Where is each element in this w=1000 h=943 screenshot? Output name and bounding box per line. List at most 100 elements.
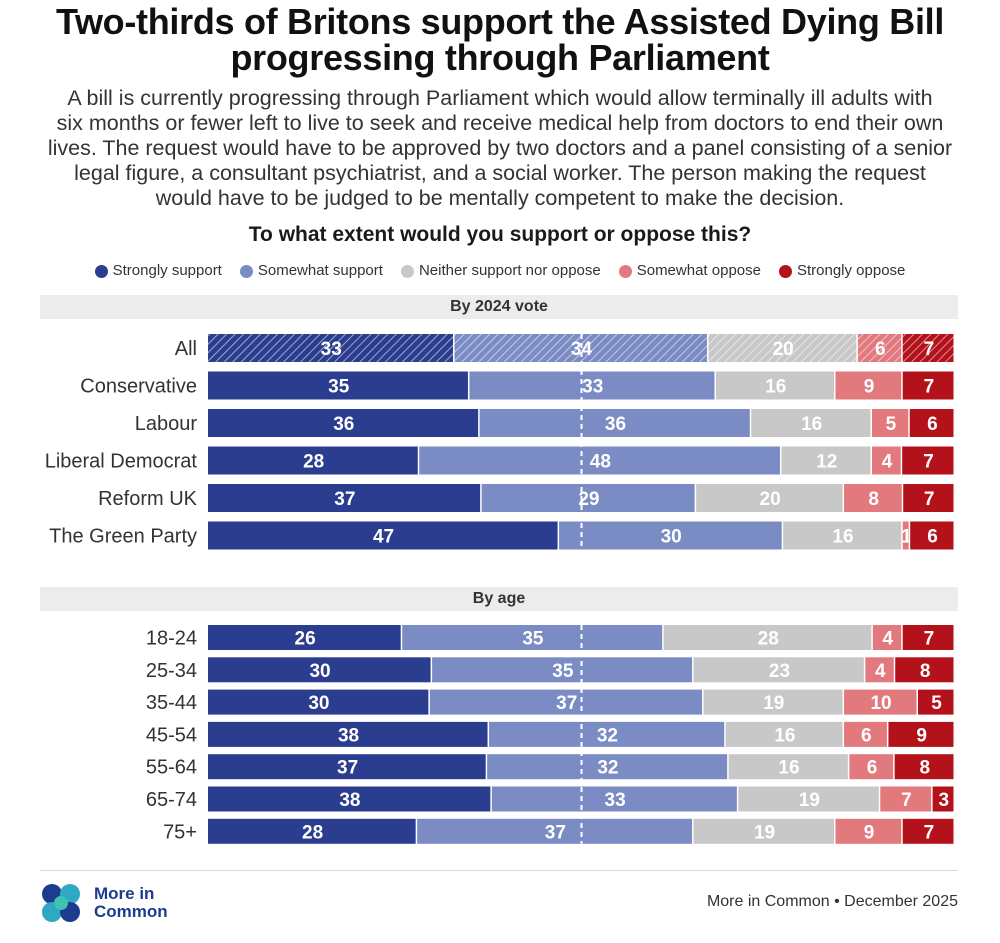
more-in-common-logo-icon (42, 884, 80, 922)
bar-25-34-somewhat-support (432, 657, 693, 683)
bar-liberal-democrat-strongly-support (208, 446, 418, 475)
data-label-75-somewhat-oppose: 9 (864, 822, 875, 843)
data-label-liberal-democrat-somewhat-oppose: 4 (882, 452, 893, 473)
bar-25-34-somewhat-oppose (865, 657, 894, 683)
bar-65-74-somewhat-support (491, 786, 737, 812)
legend-dot-strongly-oppose (778, 264, 792, 278)
data-label-75-strongly-oppose: 7 (924, 822, 935, 843)
bar-35-44-somewhat-oppose (844, 689, 917, 715)
legend-dot-neither (400, 264, 414, 278)
data-label-reform-uk-somewhat-oppose: 8 (868, 489, 879, 510)
bar-conservative-somewhat-support (469, 371, 715, 400)
data-label-reform-uk-strongly-oppose: 7 (924, 489, 935, 510)
data-label-25-34-strongly-support: 30 (309, 661, 330, 682)
data-label-55-64-neither-support-nor-oppose: 16 (778, 758, 799, 779)
data-label-all-somewhat-support: 34 (571, 339, 593, 360)
bar-the-green-party-somewhat-oppose (902, 521, 909, 550)
data-label-35-44-somewhat-oppose: 10 (870, 693, 891, 714)
chart-title: Two-thirds of Britons support the Assist… (0, 4, 1000, 76)
legend-dot-somewhat-oppose (618, 264, 632, 278)
bar-75-strongly-oppose (902, 818, 954, 844)
bar-55-64-somewhat-support (487, 754, 728, 780)
data-label-25-34-somewhat-support: 35 (552, 661, 574, 682)
data-label-55-64-somewhat-support: 32 (597, 758, 618, 779)
bar-18-24-somewhat-oppose (872, 625, 902, 650)
legend-label-somewhat-support: Somewhat support (257, 262, 383, 279)
bar-65-74-strongly-support (208, 786, 491, 812)
bar-labour-somewhat-oppose (872, 409, 909, 437)
data-label-35-44-strongly-support: 30 (308, 693, 329, 714)
bar-18-24-neither-support-nor-oppose (663, 625, 872, 650)
data-label-18-24-neither-support-nor-oppose: 28 (758, 629, 779, 650)
data-label-liberal-democrat-strongly-support: 28 (303, 452, 324, 473)
subtitle-line-1: A bill is currently progressing through … (67, 86, 933, 110)
data-label-the-green-party-neither-support-nor-oppose: 16 (832, 527, 853, 548)
logo: More in Common (40, 882, 168, 924)
legend-item-strongly-oppose: Strongly oppose (778, 260, 905, 282)
data-label-35-44-neither-support-nor-oppose: 19 (763, 693, 784, 714)
data-label-65-74-somewhat-support: 33 (605, 790, 626, 811)
bar-65-74-neither-support-nor-oppose (738, 786, 879, 812)
data-label-labour-strongly-support: 36 (333, 414, 354, 435)
row-label-reform-uk: Reform UK (98, 488, 198, 510)
bar-18-24-strongly-support (208, 625, 401, 650)
subtitle-line-5: would have to be judged to be mentally c… (155, 186, 845, 210)
legend-item-neither: Neither support nor oppose (400, 260, 601, 282)
data-label-liberal-democrat-neither-support-nor-oppose: 12 (816, 452, 837, 473)
data-label-45-54-somewhat-support: 32 (597, 725, 618, 746)
data-label-45-54-strongly-oppose: 9 (916, 725, 927, 746)
bar-55-64-strongly-oppose (894, 754, 954, 780)
data-label-65-74-strongly-oppose: 3 (939, 790, 950, 811)
bar-hatch-all-neither-support-nor-oppose (708, 334, 857, 362)
legend-label-somewhat-oppose: Somewhat oppose (636, 262, 761, 279)
bar-liberal-democrat-somewhat-oppose (872, 446, 901, 475)
bar-the-green-party-somewhat-support (559, 521, 782, 550)
data-label-35-44-strongly-oppose: 5 (931, 693, 942, 714)
bar-45-54-somewhat-oppose (844, 721, 887, 747)
data-label-25-34-strongly-oppose: 8 (920, 661, 931, 682)
bar-45-54-somewhat-support (489, 721, 725, 747)
bar-45-54-neither-support-nor-oppose (725, 721, 843, 747)
bar-75-neither-support-nor-oppose (693, 818, 834, 844)
row-label-45-54: 45-54 (146, 724, 197, 746)
bar-the-green-party-neither-support-nor-oppose (783, 521, 902, 550)
data-label-75-strongly-support: 28 (302, 822, 323, 843)
row-label-55-64: 55-64 (146, 757, 197, 779)
data-label-75-neither-support-nor-oppose: 19 (754, 822, 775, 843)
data-label-all-strongly-oppose: 7 (924, 339, 935, 360)
row-label-liberal-democrat: Liberal Democrat (45, 451, 198, 473)
data-label-65-74-strongly-support: 38 (339, 790, 360, 811)
section-header-by-vote: By 2024 vote (40, 295, 958, 319)
data-label-labour-strongly-oppose: 6 (927, 414, 938, 435)
bar-65-74-strongly-oppose (932, 786, 954, 812)
data-label-18-24-strongly-oppose: 7 (924, 629, 935, 650)
bar-conservative-neither-support-nor-oppose (715, 371, 834, 400)
bar-reform-uk-strongly-support (208, 484, 481, 512)
bar-25-34-strongly-support (208, 657, 431, 683)
row-label-conservative: Conservative (80, 376, 197, 398)
bar-reform-uk-somewhat-oppose (844, 484, 902, 512)
data-label-conservative-somewhat-support: 33 (582, 377, 603, 398)
bar-75-somewhat-oppose (835, 818, 902, 844)
data-label-45-54-neither-support-nor-oppose: 16 (774, 725, 795, 746)
row-label-75: 75+ (163, 821, 197, 843)
bar-35-44-strongly-oppose (918, 689, 954, 715)
bar-18-24-somewhat-support (402, 625, 663, 650)
bar-45-54-strongly-oppose (888, 721, 954, 747)
bar-labour-neither-support-nor-oppose (751, 409, 871, 437)
bar-the-green-party-strongly-support (208, 521, 558, 550)
data-label-75-somewhat-support: 37 (545, 822, 566, 843)
bar-45-54-strongly-support (208, 721, 488, 747)
bar-75-strongly-support (208, 818, 416, 844)
data-label-reform-uk-somewhat-support: 29 (578, 489, 599, 510)
data-label-25-34-neither-support-nor-oppose: 23 (769, 661, 790, 682)
data-label-the-green-party-somewhat-oppose: 1 (901, 527, 912, 548)
bar-conservative-strongly-support (208, 371, 468, 400)
data-label-all-neither-support-nor-oppose: 20 (773, 339, 794, 360)
bar-labour-somewhat-support (479, 409, 750, 437)
legend-dot-strongly-support (94, 264, 108, 278)
data-label-the-green-party-strongly-support: 47 (373, 527, 394, 548)
bar-55-64-neither-support-nor-oppose (728, 754, 848, 780)
data-label-25-34-somewhat-oppose: 4 (875, 661, 886, 682)
data-label-all-strongly-support: 33 (321, 339, 342, 360)
